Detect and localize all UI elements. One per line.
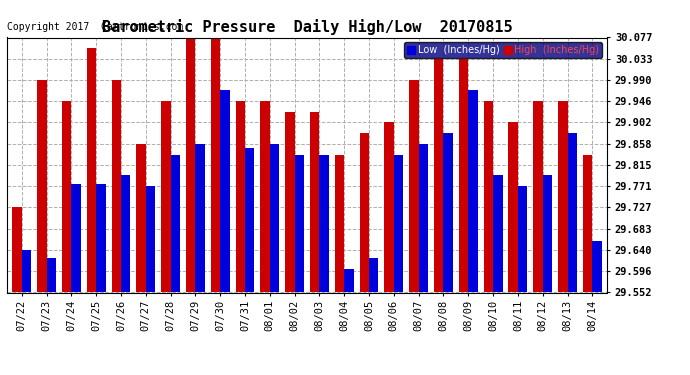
Bar (419, 144, 428, 292)
Bar (469, 90, 477, 292)
Bar (260, 101, 270, 292)
Bar (62, 101, 71, 292)
Bar (37, 80, 47, 292)
Bar (533, 101, 543, 292)
Bar (137, 144, 146, 292)
Bar (96, 184, 106, 292)
Bar (484, 101, 493, 292)
Bar (235, 101, 245, 292)
Bar (509, 123, 518, 292)
Bar (161, 101, 170, 292)
Bar (121, 176, 130, 292)
Bar (359, 133, 369, 292)
Bar (409, 80, 419, 292)
Bar (567, 133, 577, 292)
Bar (369, 258, 379, 292)
Bar (583, 154, 592, 292)
Bar (394, 154, 403, 292)
Bar (295, 154, 304, 292)
Bar (444, 133, 453, 292)
Bar (319, 154, 329, 292)
Legend: Low  (Inches/Hg), High  (Inches/Hg): Low (Inches/Hg), High (Inches/Hg) (404, 42, 602, 58)
Bar (170, 154, 180, 292)
Bar (558, 101, 567, 292)
Bar (112, 80, 121, 292)
Bar (310, 112, 319, 292)
Bar (211, 38, 220, 292)
Bar (285, 112, 295, 292)
Bar (518, 186, 527, 292)
Bar (186, 38, 195, 292)
Bar (47, 258, 56, 292)
Bar (493, 176, 502, 292)
Bar (434, 59, 444, 292)
Bar (245, 148, 255, 292)
Bar (335, 154, 344, 292)
Bar (195, 144, 205, 292)
Bar (12, 207, 22, 292)
Bar (22, 250, 31, 292)
Bar (220, 90, 230, 292)
Bar (270, 144, 279, 292)
Title: Barometric Pressure  Daily High/Low  20170815: Barometric Pressure Daily High/Low 20170… (101, 19, 513, 35)
Text: Copyright 2017  Cartronics.com: Copyright 2017 Cartronics.com (7, 22, 183, 32)
Bar (71, 184, 81, 292)
Bar (592, 240, 602, 292)
Bar (543, 176, 552, 292)
Bar (459, 59, 469, 292)
Bar (146, 186, 155, 292)
Bar (384, 123, 394, 292)
Bar (344, 269, 354, 292)
Bar (87, 48, 96, 292)
